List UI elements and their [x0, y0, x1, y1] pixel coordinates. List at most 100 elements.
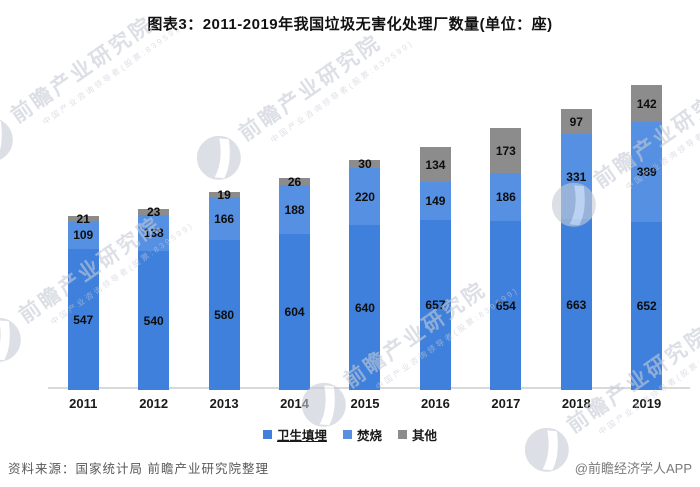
bar-segment-label: 21: [76, 211, 90, 226]
bar-segment: 220: [349, 168, 381, 225]
bar-segment: 23: [138, 205, 170, 219]
x-axis-labels: 2011 2012 2013 2014 2015 2016 2017 2018 2019: [48, 396, 682, 411]
bar-segment-label: 138: [143, 226, 164, 240]
bar-segment-label: 580: [214, 308, 235, 322]
chart-title: 图表3：2011-2019年我国垃圾无害化处理厂数量(单位：座): [147, 16, 553, 33]
footer: 资料来源：国家统计局 前瞻产业研究院整理 @前瞻经济学人APP: [8, 458, 692, 477]
bar-column: 97 331 663: [541, 109, 611, 390]
bar: 142 389 652: [631, 85, 663, 390]
bar-segment-label: 663: [566, 297, 587, 312]
bar: 30 220 640: [349, 157, 381, 390]
bar-segment: 580: [208, 240, 240, 390]
bar-column: 26 188 604: [259, 174, 329, 390]
bar: 173 186 654: [490, 128, 522, 390]
bar-segment: 138: [138, 215, 170, 251]
bar-segment: 657: [419, 220, 451, 390]
bar-segment-label: 331: [566, 169, 587, 184]
x-axis-label: 2017: [491, 396, 521, 411]
bar-segment-label: 640: [354, 300, 375, 315]
bar-segment: 30: [349, 157, 381, 171]
bar-segment-label: 134: [425, 157, 446, 172]
bar-segment-label: 26: [287, 174, 302, 189]
bar-segment: 142: [631, 85, 663, 122]
bar-segment-label: 540: [143, 313, 164, 328]
bar-segment-label: 166: [214, 211, 235, 226]
legend-label: 其他: [412, 429, 438, 443]
bar-segment-label: 30: [358, 157, 372, 171]
bar-segment: 109: [67, 221, 99, 249]
bar-column: 21 109 547: [48, 213, 118, 390]
bar: 26 188 604: [279, 174, 311, 390]
bar-segment-label: 23: [146, 205, 161, 219]
x-axis-label: 2019: [632, 396, 662, 411]
bar-segment-label: 654: [495, 298, 516, 313]
legend: 卫生填埋 焚烧 其他: [0, 425, 700, 444]
bar-segment-label: 186: [495, 190, 516, 204]
bar-segment: 19: [208, 189, 240, 201]
bar-segment: 604: [279, 234, 311, 390]
bar-segment: 188: [279, 185, 311, 234]
bars-row: 21 109 547 23 138 540 19 166 580 26 188 604 30 220 640…: [48, 70, 682, 390]
x-axis-label: 2015: [350, 396, 380, 411]
bar-segment-label: 657: [425, 298, 446, 312]
bar-segment: 166: [208, 197, 240, 240]
legend-swatch: [342, 430, 352, 439]
bar-segment: 97: [560, 109, 592, 134]
legend-label: 卫生填埋: [276, 429, 327, 443]
bar-segment: 186: [490, 173, 522, 221]
bar-segment-label: 604: [284, 305, 305, 319]
bar-segment-label: 173: [495, 143, 516, 158]
bar-column: 142 389 652: [612, 85, 682, 390]
credit-text: @前瞻经济学人APP: [574, 461, 692, 476]
bar-segment-label: 547: [73, 312, 94, 327]
bar: 21 109 547: [67, 213, 99, 390]
x-axis-label: 2011: [69, 396, 98, 411]
bar-segment-label: 19: [217, 187, 231, 202]
bar-column: 23 138 540: [118, 205, 188, 390]
bar-segment: 21: [67, 213, 99, 225]
bar-segment: 540: [138, 251, 170, 390]
bar: 19 166 580: [208, 189, 240, 390]
bar-column: 30 220 640: [330, 157, 400, 390]
bar-segment: 652: [631, 222, 663, 390]
x-axis-label: 2013: [209, 396, 239, 411]
bar-segment-label: 97: [569, 114, 583, 129]
bar-segment: 331: [560, 134, 592, 219]
legend-swatch: [398, 430, 407, 439]
legend-item: 卫生填埋: [262, 425, 327, 444]
bar-segment-label: 109: [73, 228, 94, 242]
bar: 23 138 540: [138, 205, 170, 390]
legend-item: 焚烧: [342, 425, 382, 444]
bar-segment-label: 142: [636, 96, 657, 111]
bar-column: 134 149 657: [400, 147, 470, 390]
bar-column: 19 166 580: [189, 189, 259, 390]
x-axis-label: 2018: [561, 396, 591, 411]
x-axis-label: 2012: [139, 396, 169, 411]
legend-swatch: [262, 430, 272, 439]
bar-segment: 134: [419, 147, 451, 182]
x-axis-label: 2014: [280, 396, 309, 411]
bar: 134 149 657: [419, 147, 451, 390]
bar-segment-label: 652: [636, 299, 657, 313]
bar-segment: 173: [490, 128, 522, 173]
bar-segment: 149: [419, 182, 451, 220]
bar-segment: 547: [67, 249, 99, 390]
bar-segment: 654: [490, 221, 522, 390]
bar-segment: 663: [560, 219, 592, 390]
bar-segment-label: 389: [636, 165, 657, 179]
bar-segment: 26: [279, 174, 311, 189]
legend-label: 焚烧: [356, 429, 382, 443]
legend-item: 其他: [398, 425, 437, 444]
x-axis-label: 2016: [420, 396, 450, 411]
bar-segment-label: 220: [354, 189, 375, 204]
bar-segment: 389: [631, 122, 663, 222]
bar-segment: 640: [349, 225, 381, 390]
source-text: 资料来源：国家统计局 前瞻产业研究院整理: [8, 462, 269, 476]
watermark-logo-icon: [0, 317, 21, 362]
bar-column: 173 186 654: [471, 128, 541, 390]
bar-segment-label: 149: [425, 194, 446, 208]
watermark-logo-icon: [0, 117, 13, 162]
bar: 97 331 663: [560, 109, 592, 390]
bar-segment-label: 188: [284, 202, 305, 217]
